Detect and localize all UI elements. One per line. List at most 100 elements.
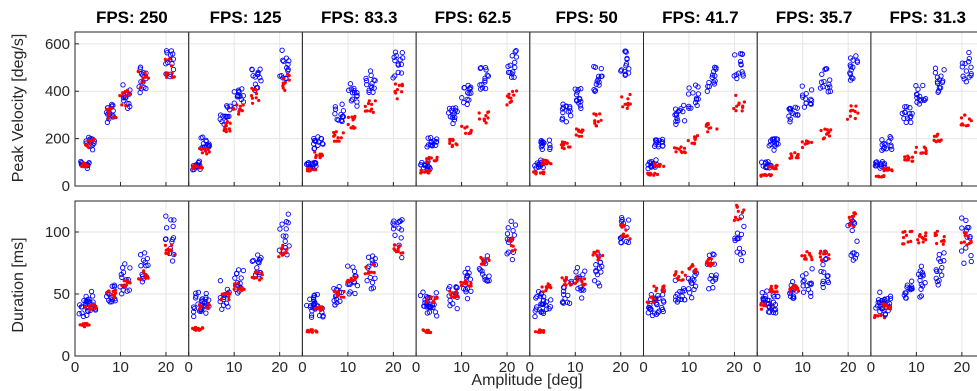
measured-data-point [649,295,653,299]
measured-data-point [238,104,242,108]
measured-data-point [339,136,343,140]
model-data-point [939,272,945,278]
measured-data-point [459,283,463,288]
model-data-point [673,121,679,127]
model-data-point [659,292,666,298]
model-data-point [364,81,370,88]
measured-data-point [199,327,203,331]
model-data-point [787,116,793,122]
measured-data-point [598,112,602,116]
model-data-point [909,110,915,117]
measured-data-point [759,307,764,311]
measured-data-point [400,90,404,94]
measured-data-point [625,234,630,238]
model-data-point [740,250,746,256]
measured-data-point [693,137,697,141]
model-data-point [772,301,779,308]
model-data-point [479,85,486,91]
model-data-point [538,144,544,150]
measured-data-point [237,112,241,116]
model-data-point [512,59,518,66]
x-axis-label: Amplitude [deg] [471,372,582,389]
measured-data-point [92,302,96,307]
measured-data-point [450,295,454,299]
model-data-point [966,49,972,56]
model-data-point [171,217,177,223]
measured-data-point [170,71,174,75]
model-data-point [285,220,291,226]
measured-data-point [662,284,666,288]
measured-data-point [425,157,429,161]
measured-data-point [419,171,423,175]
model-data-point [692,99,699,106]
model-data-point [707,276,713,282]
model-data-point [532,313,538,320]
measured-data-point [594,124,598,128]
model-data-point [764,288,770,294]
model-data-point [320,141,326,147]
measured-data-point [882,174,886,178]
measured-data-point [397,244,401,248]
model-data-point [901,292,907,298]
model-data-point [738,231,745,238]
model-data-point [127,103,133,110]
measured-data-point [673,273,677,277]
measured-data-point [254,92,258,96]
model-data-point [941,258,947,264]
measured-data-point [732,218,737,222]
measured-data-point [538,330,542,334]
model-data-point [656,295,662,301]
measured-data-point [686,139,690,143]
model-data-point [847,62,853,68]
measured-data-point [596,120,600,124]
model-data-point [547,146,553,153]
measured-data-point [591,253,595,257]
model-data-point [76,311,82,317]
measured-data-point [921,236,925,241]
measured-data-point [236,281,240,285]
measured-data-point [314,329,318,333]
measured-data-point [451,291,455,295]
x-tick-label: 10 [794,359,811,376]
measured-data-point [851,214,856,218]
model-data-point [165,59,171,66]
model-data-point [540,139,546,145]
measured-data-point [227,127,231,131]
model-data-point [433,142,439,148]
measured-data-point [336,136,340,140]
measured-data-point [547,283,551,287]
model-data-point [805,286,811,293]
measured-data-point [236,287,240,291]
model-data-point [653,138,660,144]
x-tick-label: 0 [639,359,647,376]
measured-data-point [143,75,147,79]
x-tick-label: 0 [185,359,193,376]
measured-data-point [114,116,118,120]
model-data-point [390,226,397,232]
model-data-point [882,296,888,302]
model-data-point [774,136,781,143]
model-data-point [886,301,893,307]
model-data-point [368,286,374,292]
model-data-point [681,118,688,124]
model-data-point [427,134,434,141]
measured-data-point [353,277,357,281]
measured-data-point [705,260,709,264]
measured-data-point [143,71,147,75]
y-tick-label: 100 [45,224,70,241]
model-data-point [137,252,144,258]
measured-data-point [683,151,687,155]
measured-data-point [853,212,858,216]
measured-data-point [463,282,468,286]
measured-data-point [314,155,318,160]
measured-data-point [483,258,487,262]
model-data-point [775,293,781,300]
model-data-point [770,309,777,316]
measured-data-point [305,167,310,171]
model-data-point [168,217,174,223]
panel-frame [529,200,644,357]
model-data-point [533,306,539,312]
measured-data-point [902,235,906,240]
model-data-point [351,268,358,275]
measured-data-point [917,241,921,245]
